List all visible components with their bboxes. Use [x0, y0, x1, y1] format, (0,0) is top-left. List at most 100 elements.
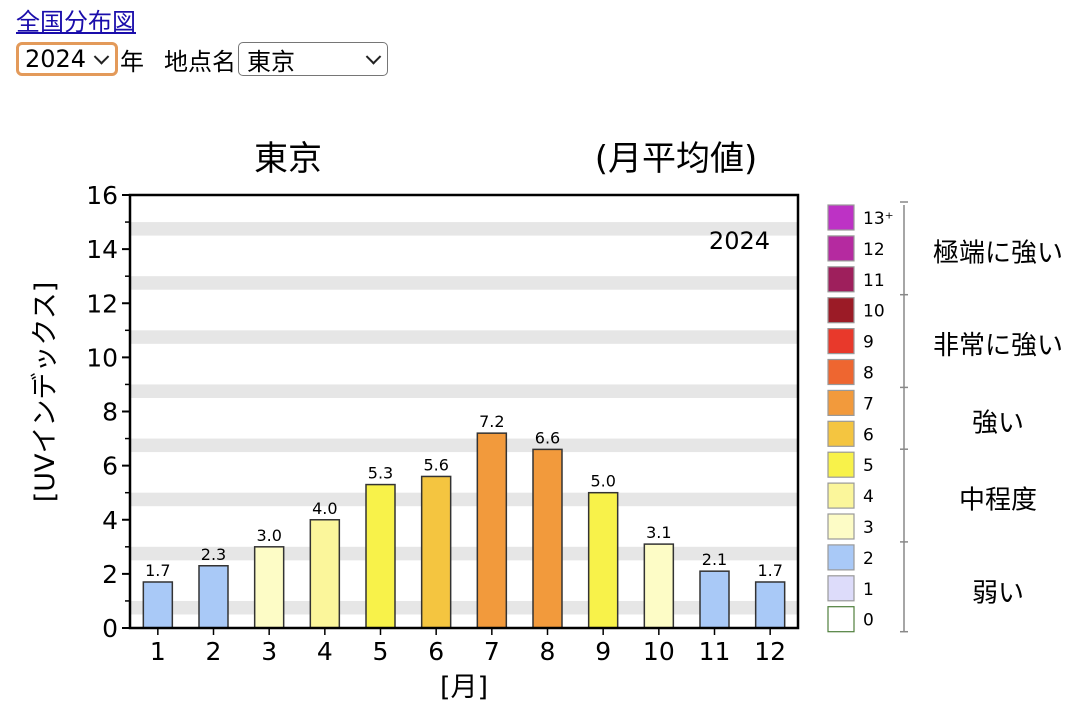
legend-level-label: 0 — [863, 611, 874, 631]
grid-band — [130, 492, 798, 507]
bar-month-9 — [587, 491, 619, 629]
x-tick-label: 3 — [261, 637, 277, 666]
x-tick-label: 5 — [373, 637, 389, 666]
legend-swatch — [827, 575, 855, 602]
data-label: 2.3 — [201, 545, 226, 564]
data-label: 5.3 — [368, 464, 393, 483]
data-label: 2.1 — [702, 550, 727, 569]
bar-month-8 — [532, 448, 563, 629]
legend-swatch — [827, 420, 855, 447]
legend-swatch — [827, 482, 855, 509]
x-tick-label: 6 — [428, 637, 444, 666]
data-label: 6.6 — [535, 428, 560, 447]
controls-bar: 2024 年 地点名 東京 — [16, 40, 388, 78]
y-tick-label: 16 — [86, 181, 118, 210]
legend-level-label: 3 — [863, 518, 874, 538]
grid-band — [130, 438, 798, 453]
bar-month-5 — [365, 483, 396, 629]
x-tick-label: 9 — [595, 637, 611, 666]
uv-category-label: 中程度 — [959, 486, 1037, 516]
nationwide-map-link[interactable]: 全国分布図 — [16, 8, 136, 36]
grid-band — [130, 276, 798, 290]
bar-month-11 — [699, 570, 730, 629]
data-label: 1.7 — [145, 561, 170, 580]
plot-frame — [128, 193, 800, 630]
chart-title: 東京 — [254, 139, 322, 179]
data-labels: 1.7 2.3 3.0 4.0 5.3 5.6 7.2 6.6 5.0 3.1 2.1 1.7 — [145, 412, 783, 580]
y-axis: 0 2 4 6 8 10 12 14 16 — [86, 181, 130, 643]
legend-swatch — [827, 204, 855, 231]
x-axis-label: [月] — [440, 672, 488, 703]
x-tick-label: 12 — [754, 637, 786, 666]
y-tick-label: 14 — [86, 235, 118, 264]
uv-category-label: 極端に強い — [933, 238, 1063, 268]
y-tick-label: 12 — [86, 289, 118, 318]
y-axis-label: [UVインデックス] — [30, 282, 61, 503]
legend-swatch — [827, 389, 855, 416]
uv-category-label: 強い — [972, 408, 1024, 438]
y-tick-label: 4 — [102, 506, 118, 535]
legend-swatch — [827, 451, 855, 478]
year-select-value: 2024 — [25, 45, 87, 73]
legend-level-label: 10 — [863, 302, 885, 322]
x-tick-label: 2 — [206, 637, 222, 666]
legend-level-label: 9 — [863, 333, 874, 353]
bar-month-6 — [420, 475, 452, 629]
data-label: 5.6 — [423, 455, 448, 474]
year-annotation: 2024 — [709, 227, 770, 255]
chart-subtitle: (月平均値) — [595, 139, 758, 179]
grid-band — [130, 222, 798, 236]
legend-level-label: 6 — [863, 425, 874, 445]
legend-swatch — [827, 606, 855, 633]
year-select[interactable]: 2024 — [16, 42, 118, 76]
bar-month-3 — [253, 546, 285, 629]
bar-month-2 — [198, 565, 229, 629]
year-suffix-label: 年 — [120, 47, 144, 76]
station-select[interactable]: 東京 — [238, 42, 388, 76]
legend-level-label: 13⁺ — [863, 209, 894, 229]
legend-level-label: 1 — [863, 580, 874, 600]
grid-band — [130, 384, 798, 398]
y-tick-label: 10 — [86, 343, 118, 372]
x-tick-label: 10 — [643, 637, 675, 666]
legend-level-label: 4 — [863, 487, 874, 507]
x-axis: 1 2 3 4 5 6 7 8 9 10 11 12 — [150, 628, 786, 666]
legend-swatch — [827, 328, 855, 355]
bar-month-4 — [309, 519, 341, 629]
bars — [142, 432, 786, 629]
station-label: 地点名 — [164, 47, 236, 76]
data-label: 7.2 — [479, 412, 504, 431]
grid-band — [130, 546, 798, 561]
data-label: 5.0 — [590, 472, 615, 491]
x-tick-label: 8 — [540, 637, 556, 666]
grid-bands — [130, 222, 798, 615]
uv-category-label: 非常に強い — [933, 331, 1063, 361]
legend-swatch — [827, 235, 855, 262]
legend-level-label: 8 — [863, 364, 874, 384]
y-tick-label: 0 — [102, 614, 118, 643]
legend-level-label: 2 — [863, 549, 874, 569]
uv-category-label: 弱い — [972, 578, 1024, 608]
legend-swatch — [827, 266, 855, 293]
legend-level-label: 7 — [863, 394, 874, 414]
legend-swatch — [827, 358, 855, 386]
station-select-value: 東京 — [247, 47, 295, 76]
x-tick-label: 1 — [150, 637, 166, 666]
bar-month-7 — [476, 432, 508, 629]
bar-month-12 — [754, 581, 786, 629]
grid-band — [130, 600, 798, 615]
grid-band — [130, 330, 798, 344]
data-label: 4.0 — [312, 499, 337, 518]
legend-level-label: 12 — [863, 240, 885, 260]
data-label: 3.0 — [256, 526, 281, 545]
y-tick-label: 6 — [102, 452, 118, 481]
legend-swatch — [827, 513, 855, 540]
bar-month-1 — [142, 581, 174, 629]
x-tick-label: 11 — [699, 637, 731, 666]
y-tick-label: 2 — [102, 560, 118, 589]
x-tick-label: 7 — [484, 637, 500, 666]
data-label: 3.1 — [646, 523, 671, 542]
